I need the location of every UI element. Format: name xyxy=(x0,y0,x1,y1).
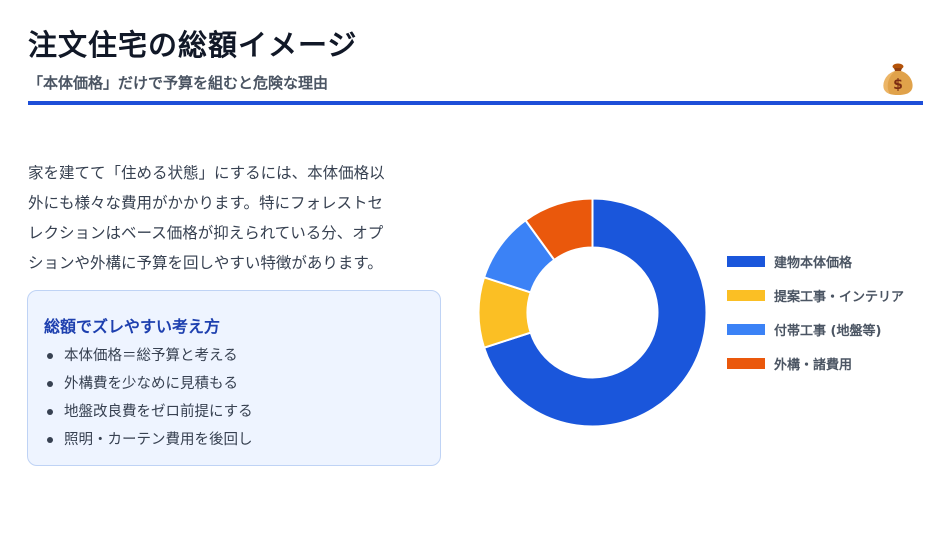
legend-item: 建物本体価格 xyxy=(727,252,904,286)
intro-line: 家を建てて「住める状態」にするには、本体価格以 xyxy=(28,164,385,182)
legend-swatch xyxy=(727,256,765,267)
intro-line: レクションはベース価格が抑えられている分、オプ xyxy=(28,224,384,242)
legend-label: 外構・諸費用 xyxy=(774,358,853,373)
legend-label: 付帯工事 (地盤等) xyxy=(774,324,882,339)
list-item: 照明・カーテン費用を後回し xyxy=(44,430,253,458)
legend-item: 付帯工事 (地盤等) xyxy=(727,320,904,354)
chart-legend: 建物本体価格提案工事・インテリア 付帯工事 (地盤等) 外構・諸費用 xyxy=(727,252,904,388)
legend-label: 建物本体価格 xyxy=(774,256,853,271)
intro-line: ションや外構に予算を回しやすい特徴があります。 xyxy=(28,254,383,272)
tip-box-title: 総額でズレやすい考え方 xyxy=(44,317,221,336)
list-item: 外構費を少なめに見積もる xyxy=(44,374,253,402)
legend-label: 提案工事・インテリア xyxy=(774,290,905,305)
tip-list: 本体価格＝総予算と考える 外構費を少なめに見積もる 地盤改良費をゼロ前提にする … xyxy=(44,346,253,458)
legend-swatch xyxy=(727,290,765,301)
svg-text:$: $ xyxy=(893,77,903,93)
intro-paragraph: 家を建てて「住める状態」にするには、本体価格以 外にも様々な費用がかかります。特… xyxy=(28,158,448,278)
donut-slice-0 xyxy=(482,197,708,428)
donut-chart xyxy=(477,197,708,428)
legend-swatch xyxy=(727,324,765,335)
legend-item: 提案工事・インテリア xyxy=(727,286,904,320)
intro-line: 外にも様々な費用がかかります。特にフォレストセ xyxy=(28,194,383,212)
legend-swatch xyxy=(727,358,765,369)
list-item: 地盤改良費をゼロ前提にする xyxy=(44,402,253,430)
legend-item: 外構・諸費用 xyxy=(727,354,904,388)
page-title: 注文住宅の総額イメージ xyxy=(28,28,358,62)
list-item: 本体価格＝総予算と考える xyxy=(44,346,253,374)
page-subtitle: 「本体価格」だけで予算を組むと危険な理由 xyxy=(28,74,329,92)
money-bag-icon: $ xyxy=(883,63,913,95)
header-divider xyxy=(28,101,923,105)
tip-box: 総額でズレやすい考え方 本体価格＝総予算と考える 外構費を少なめに見積もる 地盤… xyxy=(27,290,441,466)
donut-slice-3 xyxy=(524,197,594,262)
